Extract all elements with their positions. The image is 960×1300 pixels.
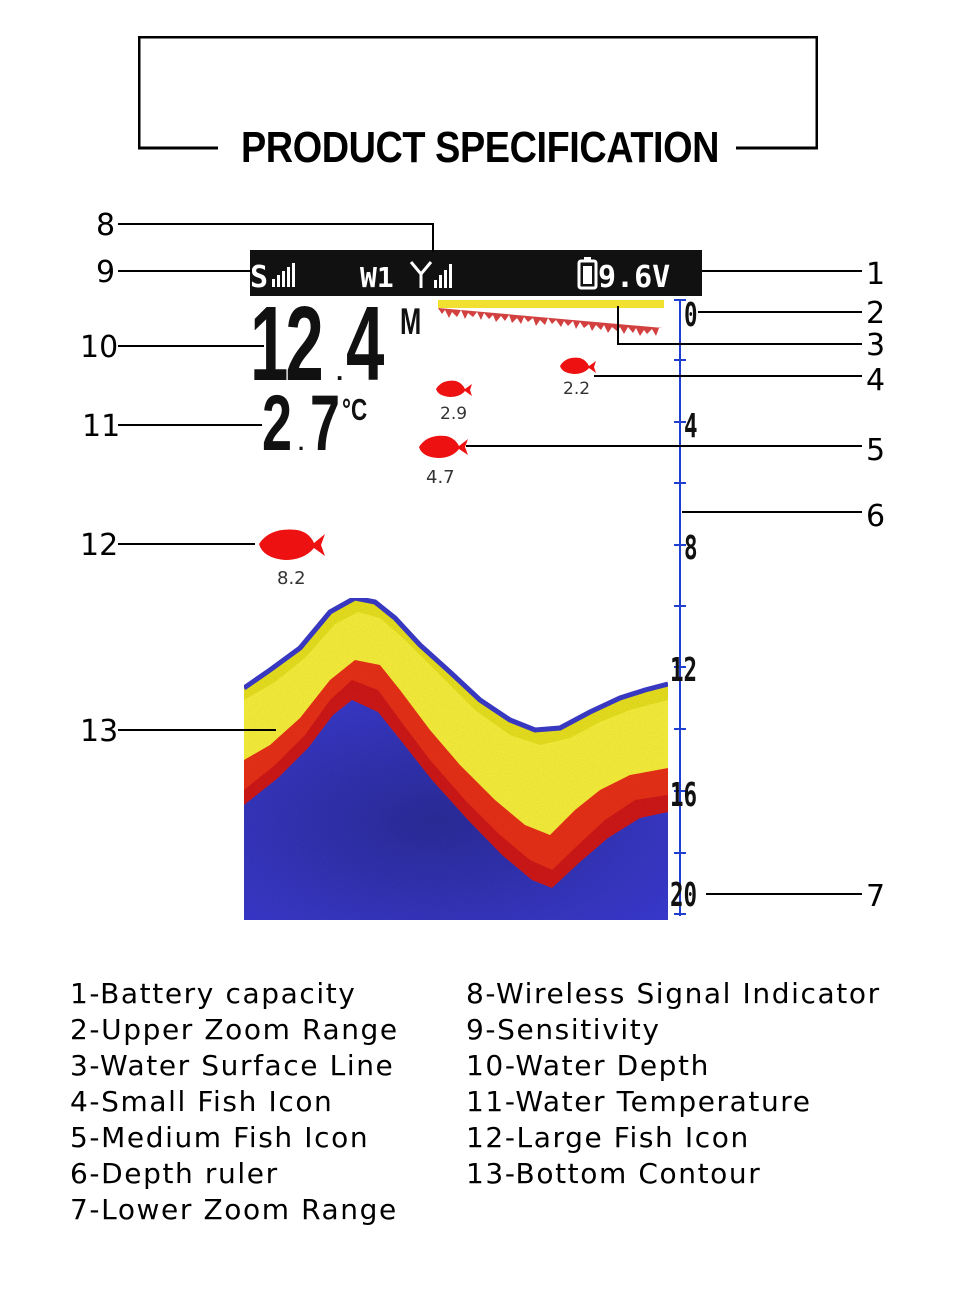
ruler-label: 12: [670, 651, 697, 690]
legend-item: 10-Water Depth: [466, 1049, 710, 1082]
water-depth-readout: 12 . 4 M: [250, 284, 421, 402]
callout-number: 12: [80, 528, 118, 563]
depth-integer: 12: [250, 284, 322, 402]
legend-item: 1-Battery capacity: [70, 977, 357, 1010]
depth-decimal: 4: [346, 284, 385, 402]
callout-number: 4: [866, 363, 885, 398]
callout-number: 2: [866, 296, 885, 331]
temp-integer: 2: [262, 380, 292, 468]
temp-decimal: 7: [310, 380, 340, 468]
fish-large-icon: [259, 529, 325, 560]
sensitivity-bars-icon: [272, 263, 295, 287]
fish-label: 2.2: [563, 379, 590, 399]
callout-number: 5: [866, 433, 885, 468]
wireless-channel: W1: [360, 261, 394, 294]
fish-medium-icon: [419, 435, 468, 458]
depth-point: .: [336, 356, 343, 386]
legend-left: 1-Battery capacity 2-Upper Zoom Range 3-…: [70, 976, 399, 1228]
legend-item: 6-Depth ruler: [70, 1157, 279, 1190]
legend-item: 4-Small Fish Icon: [70, 1085, 334, 1118]
callout-number: 7: [866, 879, 885, 914]
callout-number: 13: [80, 714, 118, 749]
callout-number: 8: [96, 208, 115, 243]
ruler-label: 8: [684, 529, 698, 568]
legend-item: 7-Lower Zoom Range: [70, 1193, 398, 1226]
legend-item: 5-Medium Fish Icon: [70, 1121, 370, 1154]
sensitivity-label: S: [250, 260, 268, 295]
fish-label: 2.9: [440, 404, 467, 424]
depth-ruler: [674, 299, 686, 916]
battery-icon: [577, 257, 598, 290]
legend-item: 3-Water Surface Line: [70, 1049, 395, 1082]
callout-number: 10: [80, 330, 118, 365]
legend-item: 11-Water Temperature: [466, 1085, 812, 1118]
callout-number: 6: [866, 499, 885, 534]
fish-small-icon: [560, 357, 596, 374]
fish-label: 4.7: [426, 467, 455, 488]
ruler-label: 20: [670, 876, 697, 915]
bottom-contour: [244, 595, 669, 920]
callout-number: 1: [866, 257, 885, 292]
status-bar: [250, 250, 702, 296]
callout-number: 11: [82, 409, 120, 444]
sonar-diagram: S W1 9.6V 12 . 4 M 2 . 7 °C 2.2 2.9 4.7 …: [80, 208, 885, 920]
legend-item: 9-Sensitivity: [466, 1013, 661, 1046]
legend-item: 12-Large Fish Icon: [466, 1121, 750, 1154]
fish-small-icon: [436, 380, 472, 397]
callout-number: 3: [866, 328, 885, 363]
page-title-text: PRODUCT SPECIFICATION: [227, 123, 733, 172]
title-frame: [138, 36, 818, 150]
ruler-label: 0: [684, 296, 698, 335]
page-title: PRODUCT SPECIFICATION: [67, 118, 893, 178]
depth-unit: M: [400, 300, 421, 342]
battery-voltage: 9.6V: [598, 260, 670, 295]
water-temperature-readout: 2 . 7 °C: [262, 380, 367, 468]
legend-right: 8-Wireless Signal Indicator 9-Sensitivit…: [466, 976, 881, 1192]
fish-label: 8.2: [277, 568, 306, 589]
water-surface-line: [438, 300, 664, 336]
callout-leader-lines: [118, 223, 862, 895]
temp-point: .: [298, 430, 304, 455]
legend-item: 8-Wireless Signal Indicator: [466, 977, 881, 1010]
legend-item: 13-Bottom Contour: [466, 1157, 762, 1190]
legend-item: 2-Upper Zoom Range: [70, 1013, 399, 1046]
ruler-label: 4: [684, 407, 698, 446]
callout-number: 9: [96, 255, 115, 290]
antenna-signal-icon: [409, 261, 452, 288]
ruler-label: 16: [670, 776, 697, 815]
temp-unit: °C: [342, 393, 367, 427]
